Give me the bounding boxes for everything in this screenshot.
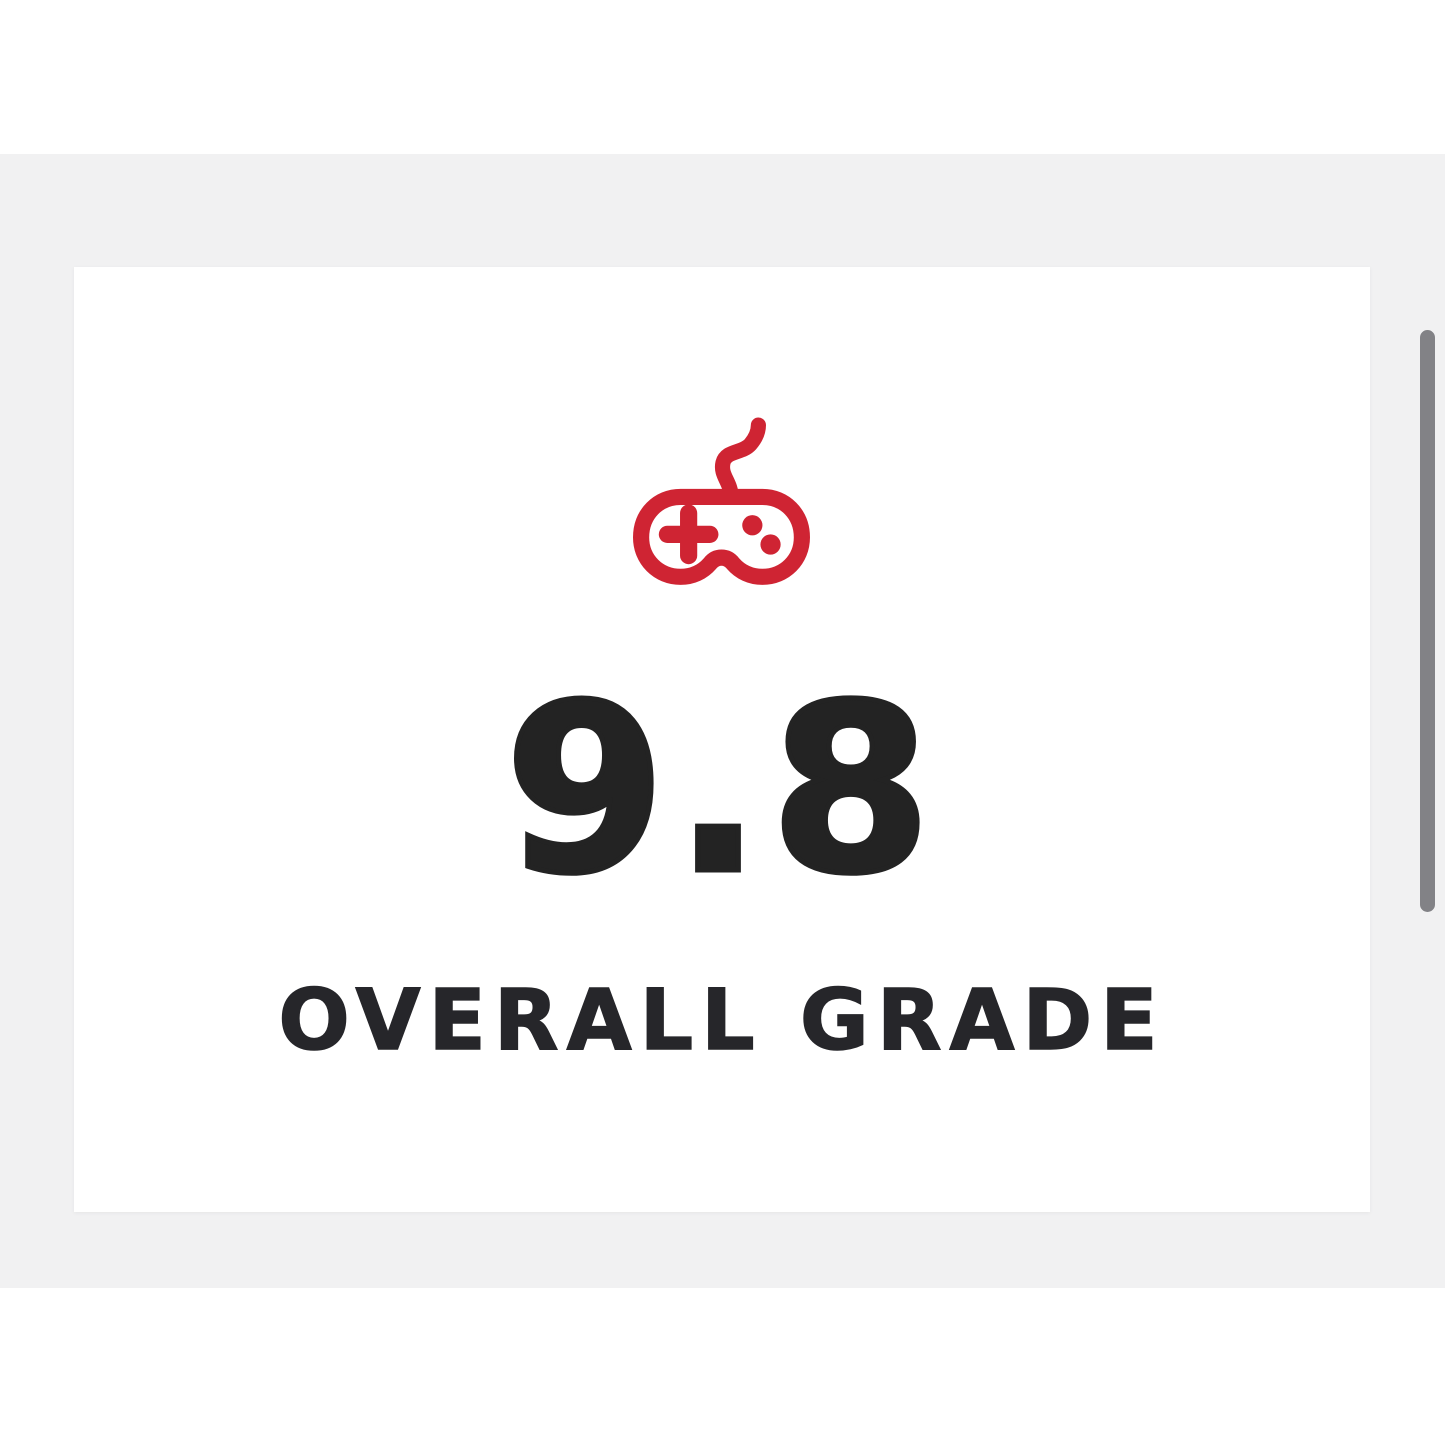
gamepad-icon (633, 417, 811, 587)
overall-grade-card: 9.8 OVERALL GRADE (74, 267, 1370, 1212)
overall-score-value: 9.8 (502, 655, 940, 925)
overall-grade-label: OVERALL GRADE (278, 971, 1166, 1069)
scrollbar-thumb[interactable] (1420, 330, 1435, 912)
